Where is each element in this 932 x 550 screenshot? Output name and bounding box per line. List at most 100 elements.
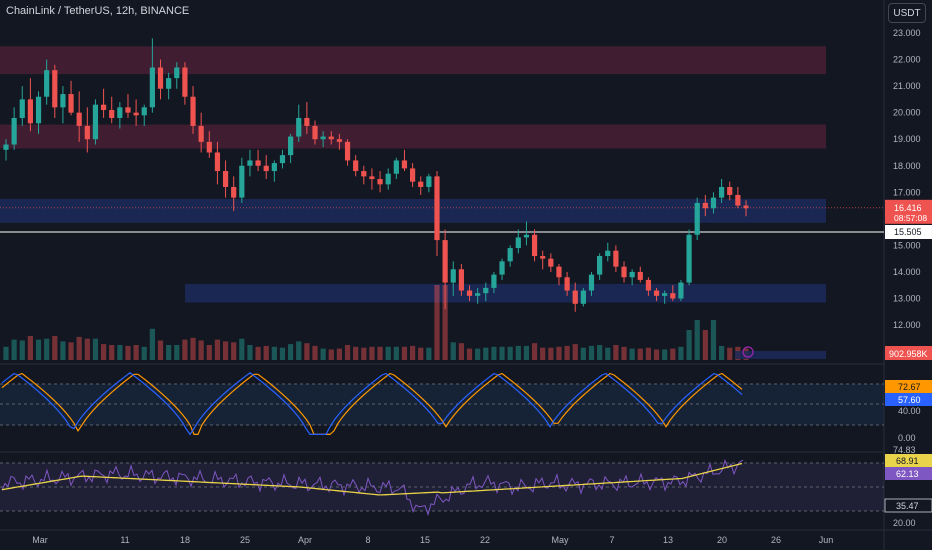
volume-bar: [182, 339, 188, 360]
time-label: 15: [420, 535, 430, 545]
volume-bar: [206, 345, 212, 360]
candle: [515, 237, 521, 249]
candle: [190, 96, 196, 126]
candle: [344, 141, 351, 161]
candle: [336, 139, 343, 142]
volume-bar: [466, 348, 473, 360]
price-tick: 21.000: [893, 81, 921, 91]
candle: [580, 290, 586, 304]
candle: [743, 205, 749, 209]
volume-bar: [312, 345, 318, 360]
candle: [255, 160, 261, 166]
rsi-ma-box: [885, 454, 932, 467]
volume-bar: [662, 349, 668, 360]
candle: [11, 117, 17, 145]
candle: [206, 141, 212, 153]
candle: [68, 94, 74, 113]
volume-bar: [434, 285, 440, 360]
volume-bar: [515, 345, 521, 360]
volume-bar: [597, 345, 603, 360]
price-tick: 23.000: [893, 28, 921, 38]
candle: [442, 240, 448, 283]
volume-bar: [84, 338, 90, 360]
candle: [52, 70, 58, 108]
candle: [401, 160, 408, 169]
candle: [678, 282, 684, 299]
volume-bar: [288, 344, 294, 360]
volume-bar: [100, 344, 107, 360]
volume-bar: [125, 345, 131, 360]
candle: [466, 290, 473, 296]
volume-bar: [44, 338, 50, 360]
volume-bar: [418, 347, 424, 360]
stoch-k-line: [1, 372, 743, 436]
volume-bar: [19, 340, 25, 360]
candle: [296, 117, 302, 137]
volume-bar: [694, 320, 700, 360]
candle: [523, 234, 530, 238]
symbol-title: ChainLink / TetherUS, 12h, BINANCE: [6, 5, 190, 17]
stoch-d-box: [885, 380, 932, 393]
volume-bar: [133, 345, 139, 360]
candle: [548, 258, 554, 267]
volume-bar: [222, 341, 229, 360]
last-price-box: [885, 199, 932, 224]
volume-bar: [76, 336, 82, 360]
price-tick: 22.000: [893, 55, 921, 65]
volume-bar: [109, 345, 115, 360]
candle: [645, 279, 652, 291]
stoch-40-label: 40.00: [898, 406, 921, 416]
candle: [662, 293, 668, 296]
candle: [19, 99, 25, 118]
candle: [572, 290, 578, 304]
rsi-low-box: [884, 498, 932, 513]
volume-label: 902.958K: [889, 349, 928, 359]
candle: [418, 181, 424, 187]
candle: [702, 202, 708, 209]
volume-bar: [247, 345, 253, 360]
candle: [231, 186, 237, 198]
candle: [174, 67, 180, 79]
candle: [531, 234, 538, 257]
candle: [434, 176, 440, 241]
currency-button[interactable]: USDT: [888, 3, 926, 23]
volume-bar: [678, 346, 684, 360]
candle: [109, 109, 115, 118]
price-tick: 17.000: [893, 187, 921, 197]
stoch-k-label: 72.67: [898, 382, 921, 392]
candle: [84, 125, 90, 140]
resistance-zone: [0, 124, 826, 149]
candle: [597, 256, 603, 275]
candle: [621, 266, 627, 278]
volume-bar: [190, 337, 196, 360]
candle: [214, 152, 221, 172]
candle: [458, 269, 464, 291]
volume-bar: [239, 338, 245, 360]
candle: [44, 70, 50, 97]
rsi-20-label: 20.00: [893, 518, 916, 528]
volume-bar: [572, 344, 578, 360]
candle: [727, 186, 733, 195]
candle: [653, 290, 660, 296]
candle: [499, 261, 505, 275]
support-zone: [185, 283, 826, 303]
volume-bar: [174, 345, 180, 360]
volume-bar: [613, 345, 619, 360]
volume-bar: [296, 341, 302, 360]
rsi-value-label: 68.91: [896, 456, 919, 466]
support-zone: [0, 198, 826, 223]
candle: [166, 78, 172, 89]
candle: [263, 165, 269, 172]
volume-bar: [35, 339, 42, 360]
volume-bar: [686, 330, 692, 360]
volume-bar: [263, 345, 269, 360]
candle: [540, 256, 546, 259]
time-label: 18: [180, 535, 190, 545]
volume-bar: [637, 348, 643, 360]
candle: [369, 176, 375, 180]
candle: [353, 160, 359, 172]
candle: [556, 266, 562, 278]
volume-bar: [409, 345, 416, 360]
candle: [377, 179, 383, 185]
